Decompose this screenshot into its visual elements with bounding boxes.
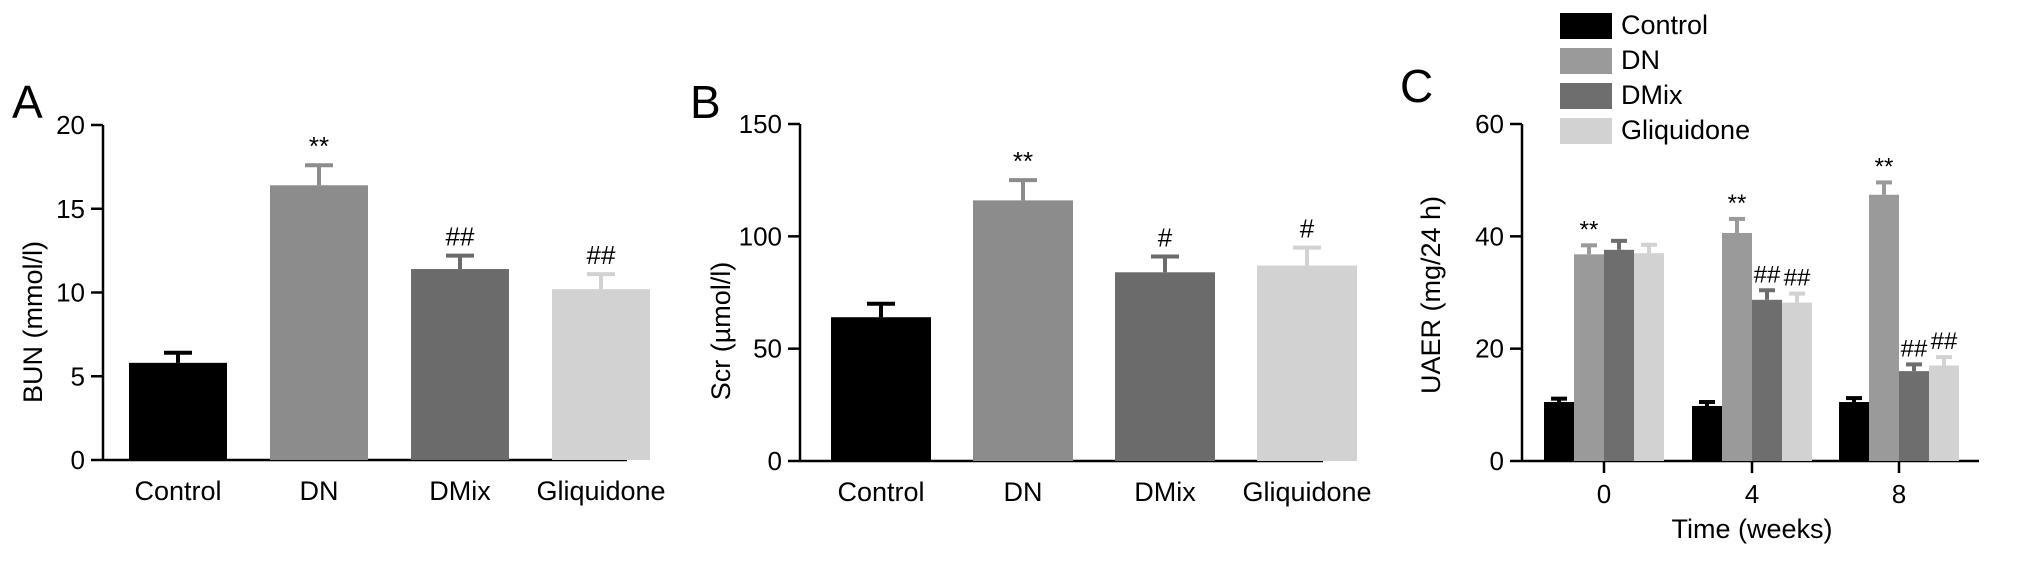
bar	[831, 317, 931, 461]
significance-label: **	[1013, 146, 1033, 176]
significance-label: ##	[587, 240, 616, 270]
bar	[1839, 402, 1869, 461]
panel-b-ylabel: Scr (µmol/l)	[706, 262, 736, 401]
bar	[1899, 371, 1929, 461]
legend-label: Gliquidone	[1621, 115, 1750, 145]
legend-swatch	[1560, 48, 1612, 74]
x-tick-label: Control	[134, 476, 221, 506]
panel-b-plot: 0 50 100 150 Control DN ** DMix # Gliquidone #	[739, 109, 1372, 507]
legend-swatch	[1560, 83, 1612, 109]
bar	[552, 289, 650, 460]
panel-b-letter: B	[690, 76, 721, 128]
bar	[1574, 254, 1604, 461]
legend-label: DMix	[1621, 80, 1683, 110]
bar	[973, 200, 1073, 462]
significance-label: **	[1580, 216, 1599, 243]
y-tick-label: 5	[71, 361, 85, 391]
y-tick-label: 100	[739, 221, 782, 251]
y-tick-label: 40	[1475, 221, 1504, 251]
y-tick-label: 10	[56, 278, 85, 308]
significance-label: **	[1728, 190, 1747, 217]
significance-label: **	[309, 131, 329, 161]
panel-c-xlabel: Time (weeks)	[1671, 514, 1832, 544]
y-tick-label: 0	[768, 446, 782, 476]
significance-label: ##	[1784, 265, 1811, 292]
bar	[1869, 194, 1899, 461]
significance-label: ##	[1754, 261, 1781, 288]
bar	[1544, 402, 1574, 461]
bar	[1692, 405, 1722, 461]
significance-label: **	[1875, 153, 1894, 180]
x-tick-label: DN	[1004, 477, 1043, 507]
legend: Control DN DMix Gliquidone	[1560, 10, 1750, 145]
bar	[270, 185, 368, 461]
panel-a-ylabel: BUN (mmol/l)	[18, 241, 48, 403]
y-tick-label: 0	[1490, 446, 1504, 476]
x-tick-label: Gliquidone	[1242, 477, 1371, 507]
bar	[411, 269, 509, 460]
bar	[1634, 253, 1664, 461]
panel-a-letter: A	[12, 76, 43, 128]
y-tick-label: 0	[71, 445, 85, 475]
panel-a-plot: 0 5 10 15 20 Control DN ** DMix ## Gliquidone ##	[56, 110, 665, 506]
y-tick-label: 50	[753, 334, 782, 364]
bar	[1752, 299, 1782, 461]
legend-label: Control	[1621, 10, 1708, 40]
x-tick-label: 8	[1892, 479, 1906, 509]
x-tick-label: 4	[1745, 479, 1759, 509]
chart-panel-b: B Scr (µmol/l) 0 50 100 150 Control DN ** DMix #…	[690, 76, 1372, 507]
legend-label: DN	[1621, 45, 1660, 75]
x-tick-label: 0	[1597, 479, 1611, 509]
bar	[1257, 265, 1357, 461]
chart-panel-c: C UAER (mg/24 h) Time (weeks) 0 20 40 60 0 **…	[1400, 10, 1979, 544]
bar	[1782, 302, 1812, 461]
y-tick-label: 150	[739, 109, 782, 139]
panel-c-ylabel: UAER (mg/24 h)	[1416, 196, 1446, 394]
x-tick-label: DN	[300, 476, 339, 506]
x-tick-label: Gliquidone	[536, 476, 665, 506]
y-tick-label: 15	[56, 194, 85, 224]
legend-swatch	[1560, 118, 1612, 144]
bar	[1115, 272, 1215, 461]
significance-label: #	[1300, 214, 1315, 244]
significance-label: ##	[1931, 328, 1958, 355]
panel-c-letter: C	[1400, 60, 1433, 112]
bar	[1929, 365, 1959, 461]
chart-panel-a: A BUN (mmol/l) 0 5 10 15 20 Control DN ** DMix ##…	[12, 76, 666, 506]
significance-label: #	[1158, 223, 1173, 253]
bar	[129, 362, 227, 460]
x-tick-label: Control	[837, 477, 924, 507]
significance-label: ##	[1901, 335, 1928, 362]
legend-swatch	[1560, 13, 1612, 39]
bar	[1722, 232, 1752, 461]
x-tick-label: DMix	[429, 476, 491, 506]
x-tick-label: DMix	[1134, 477, 1196, 507]
bar	[1604, 249, 1634, 461]
y-tick-label: 20	[1475, 334, 1504, 364]
significance-label: ##	[446, 222, 475, 252]
y-tick-label: 20	[56, 110, 85, 140]
y-tick-label: 60	[1475, 109, 1504, 139]
